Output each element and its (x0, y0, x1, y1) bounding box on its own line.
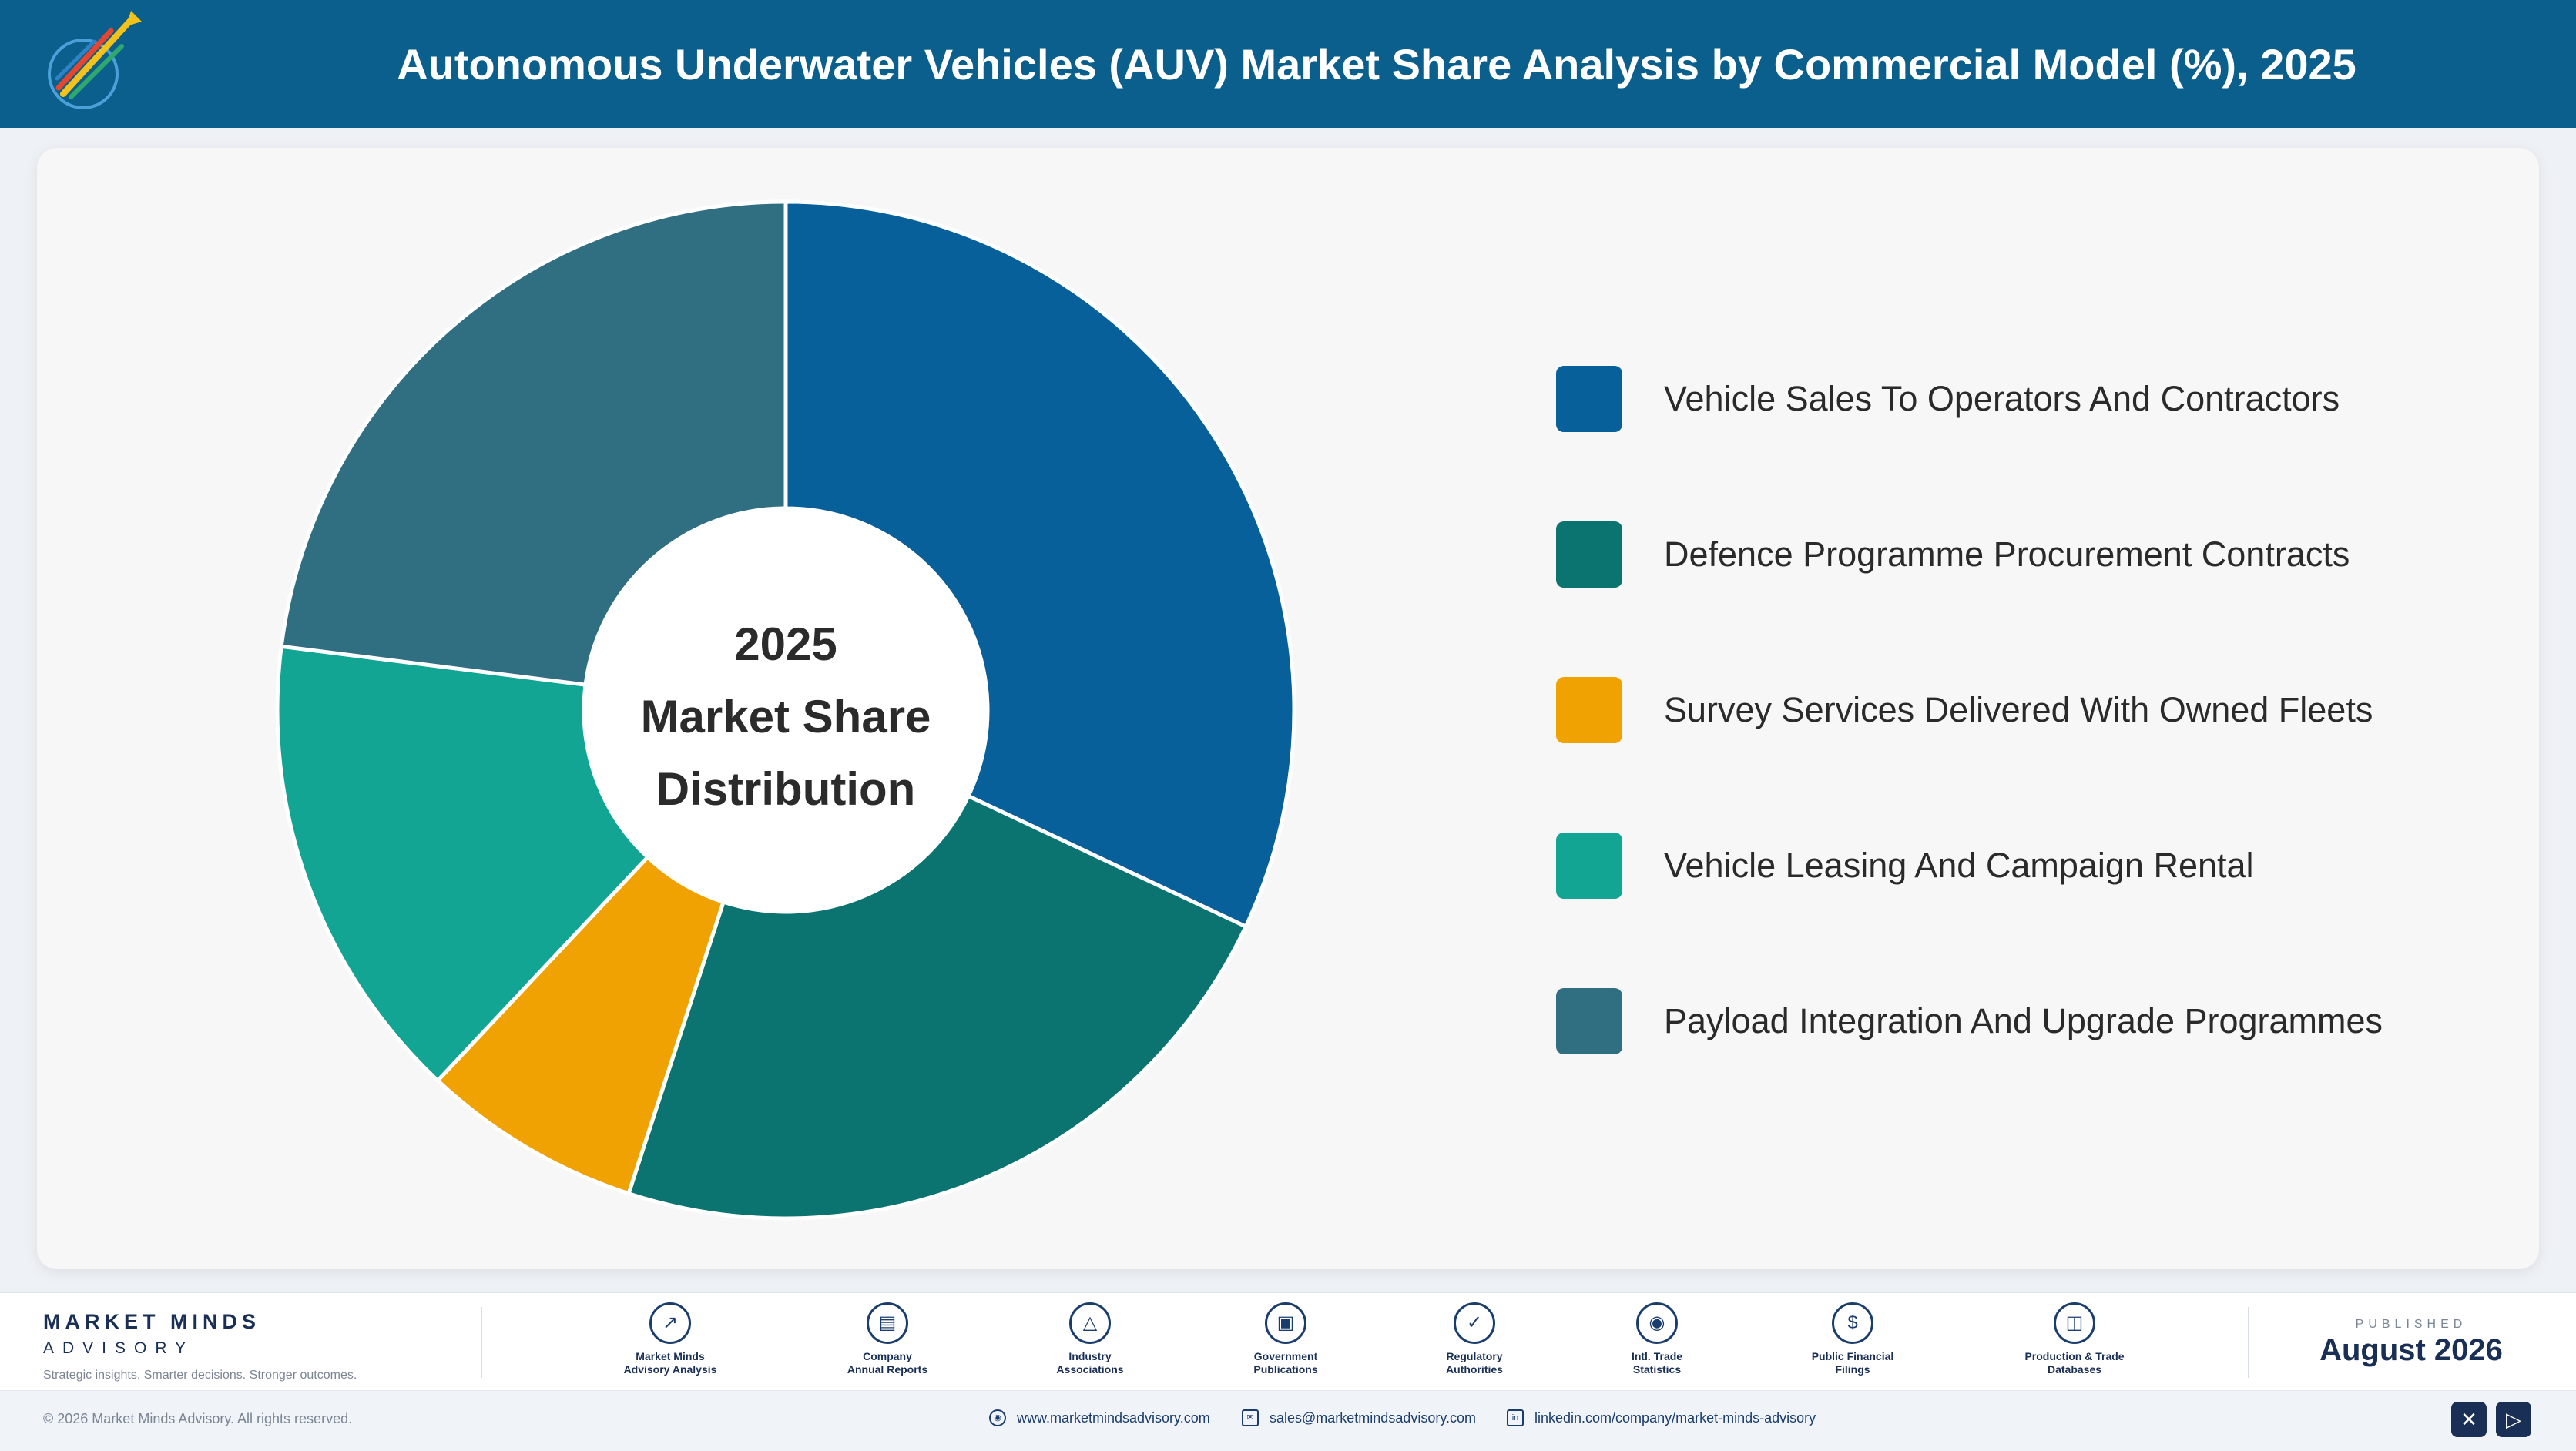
center-label-line-1: 2025 (734, 618, 837, 670)
email-link[interactable]: ✉ sales@marketmindsadvisory.com (1242, 1409, 1476, 1426)
legend-label: Payload Integration And Upgrade Programm… (1664, 1001, 2383, 1040)
linkedin-icon: in (1507, 1409, 1524, 1426)
legend-label: Defence Programme Procurement Contracts (1664, 534, 2350, 574)
legend-label: Vehicle Sales To Operators And Contracto… (1664, 379, 2340, 418)
legend-item: Survey Services Delivered With Owned Fle… (1556, 676, 2442, 744)
market-minds-logo-icon (48, 11, 142, 109)
donut-center-label: 2025 Market Share Distribution (593, 608, 978, 826)
database-icon: ◫ (2054, 1302, 2095, 1344)
shield-check-icon: ✓ (1454, 1302, 1495, 1344)
globe-icon: ◉ (989, 1409, 1006, 1426)
source-production-trade-databases: ◫ Production & Trade Databases (1990, 1302, 2159, 1376)
legend-item: Payload Integration And Upgrade Programm… (1556, 987, 2442, 1055)
source-market-minds-analysis: ↗ Market Minds Advisory Analysis (585, 1302, 755, 1376)
chart-line-icon: ↗ (649, 1302, 691, 1344)
legend-item: Defence Programme Procurement Contracts (1556, 521, 2442, 588)
document-icon: ▤ (867, 1302, 908, 1344)
source-public-financial-filings: $ Public Financial Filings (1768, 1302, 1937, 1376)
x-social-icon[interactable]: ✕ (2451, 1402, 2487, 1437)
youtube-social-icon[interactable]: ▷ (2496, 1402, 2531, 1437)
legend-label: Survey Services Delivered With Owned Fle… (1664, 690, 2373, 729)
header-bar: Autonomous Underwater Vehicles (AUV) Mar… (0, 0, 2576, 128)
network-icon: △ (1069, 1302, 1111, 1344)
legend-swatch (1556, 988, 1622, 1054)
bottom-bar: © 2026 Market Minds Advisory. All rights… (0, 1390, 2576, 1451)
footer-divider (2248, 1307, 2249, 1378)
website-link[interactable]: ◉ www.marketmindsadvisory.com (989, 1409, 1210, 1426)
legend-swatch (1556, 521, 1622, 588)
source-regulatory-authorities: ✓ Regulatory Authorities (1390, 1302, 1559, 1376)
footer-divider (481, 1307, 482, 1378)
source-industry-associations: △ Industry Associations (1005, 1302, 1175, 1376)
legend-item: Vehicle Leasing And Campaign Rental (1556, 832, 2442, 900)
center-label-line-2: Market Share (640, 691, 931, 742)
published-label: PUBLISHED (2355, 1318, 2467, 1331)
page-title: Autonomous Underwater Vehicles (AUV) Mar… (397, 39, 2356, 89)
mail-icon: ✉ (1242, 1409, 1259, 1426)
dollar-circle-icon: $ (1832, 1302, 1873, 1344)
legend-swatch (1556, 366, 1622, 432)
donut-hole (584, 508, 988, 912)
legend-swatch (1556, 677, 1622, 743)
source-intl-trade-statistics: ◉ Intl. Trade Statistics (1572, 1302, 1742, 1376)
source-government-publications: ▣ Government Publications (1201, 1302, 1370, 1376)
copyright-text: © 2026 Market Minds Advisory. All rights… (43, 1411, 353, 1426)
legend-swatch (1556, 833, 1622, 899)
brand-subtitle: ADVISORY (43, 1339, 195, 1357)
published-date: August 2026 (2319, 1333, 2503, 1367)
donut-chart (277, 202, 1294, 1218)
brand-name: MARKET MINDS (43, 1310, 260, 1333)
government-building-icon: ▣ (1265, 1302, 1306, 1344)
legend-item: Vehicle Sales To Operators And Contracto… (1556, 365, 2442, 433)
source-company-annual-reports: ▤ Company Annual Reports (803, 1302, 972, 1376)
globe-icon: ◉ (1636, 1302, 1678, 1344)
footer: MARKET MINDS ADVISORY Strategic insights… (0, 1292, 2576, 1451)
legend-label: Vehicle Leasing And Campaign Rental (1664, 846, 2254, 885)
linkedin-link[interactable]: in linkedin.com/company/market-minds-adv… (1507, 1409, 1816, 1426)
brand-tagline: Strategic insights. Smarter decisions. S… (43, 1369, 357, 1382)
center-label-line-3: Distribution (656, 763, 916, 815)
